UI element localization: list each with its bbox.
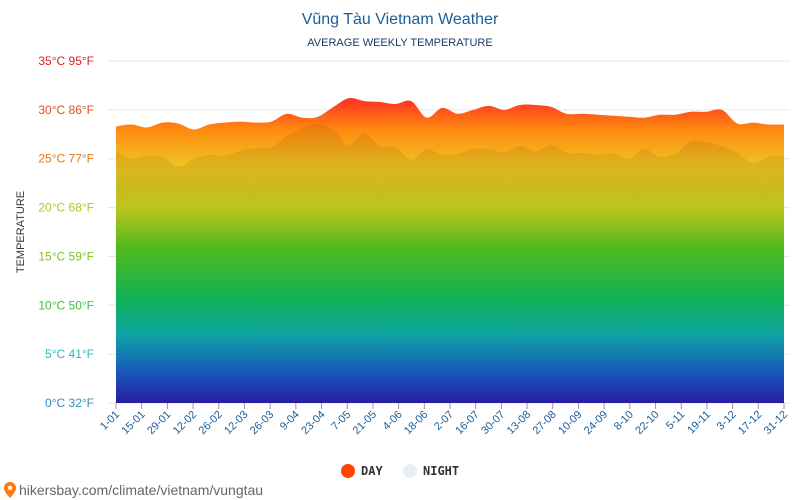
day-area (116, 97, 784, 404)
y-tick-label: 15°C 59°F (38, 249, 94, 263)
x-tick-label: 30-07 (479, 409, 507, 437)
x-tick-label: 29-01 (145, 409, 173, 437)
legend-day-label: DAY (361, 464, 383, 478)
source-link[interactable]: hikersbay.com/climate/vietnam/vungtau (4, 482, 263, 498)
x-tick-label: 2-07 (432, 409, 456, 433)
legend-day-marker (341, 464, 355, 478)
x-tick-label: 5-11 (664, 409, 687, 432)
x-tick-label: 22-10 (633, 409, 661, 437)
x-tick-label: 17-12 (736, 409, 764, 437)
x-tick-label: 8-10 (612, 409, 636, 433)
x-tick-label: 4-06 (381, 409, 405, 433)
legend-night-label: NIGHT (423, 464, 459, 478)
x-tick-label: 31-12 (762, 409, 790, 437)
y-axis-label: TEMPERATURE (15, 191, 27, 273)
x-tick-label: 26-03 (248, 409, 276, 437)
x-tick-label: 1-01 (98, 409, 122, 433)
chart-title: Vũng Tàu Vietnam Weather (302, 11, 499, 28)
x-tick-label: 16-07 (453, 409, 481, 437)
legend-item-night[interactable]: NIGHT (403, 464, 459, 478)
x-tick-label: 7-05 (329, 409, 353, 433)
x-tick-label: 19-11 (685, 409, 713, 437)
legend-night-marker (403, 464, 417, 478)
plot-area (116, 97, 784, 404)
night-area (116, 123, 784, 404)
x-tick-label: 13-08 (505, 409, 533, 437)
legend-item-day[interactable]: DAY (341, 464, 383, 478)
location-pin-dot-icon (7, 485, 13, 491)
y-tick-label: 0°C 32°F (45, 396, 94, 410)
x-tick-label: 12-02 (171, 409, 199, 437)
source-url: hikersbay.com/climate/vietnam/vungtau (19, 482, 263, 498)
x-tick-label: 24-09 (582, 409, 610, 437)
x-tick-label: 21-05 (351, 409, 379, 437)
x-tick-label: 15-01 (119, 409, 147, 437)
legend: DAY NIGHT (341, 464, 459, 478)
x-tick-label: 9-04 (278, 409, 302, 433)
y-tick-label: 35°C 95°F (38, 54, 94, 68)
y-tick-label: 10°C 50°F (38, 298, 94, 312)
y-tick-label: 20°C 68°F (38, 201, 94, 215)
x-tick-label: 10-09 (556, 409, 584, 437)
y-tick-label: 5°C 41°F (45, 347, 94, 361)
x-tick-label: 18-06 (402, 409, 430, 437)
x-tick-label: 23-04 (299, 409, 327, 437)
chart-subtitle: AVERAGE WEEKLY TEMPERATURE (307, 37, 492, 49)
x-tick-label: 12-03 (222, 409, 250, 437)
y-tick-label: 25°C 77°F (38, 152, 94, 166)
x-tick-label: 27-08 (531, 409, 559, 437)
x-tick-label: 3-12 (715, 409, 739, 433)
y-axis-ticks: 0°C 32°F 5°C 41°F 10°C 50°F 15°C 59°F 20°C 6… (38, 54, 94, 410)
x-tick-label: 26-02 (197, 409, 225, 437)
y-tick-label: 30°C 86°F (38, 103, 94, 117)
